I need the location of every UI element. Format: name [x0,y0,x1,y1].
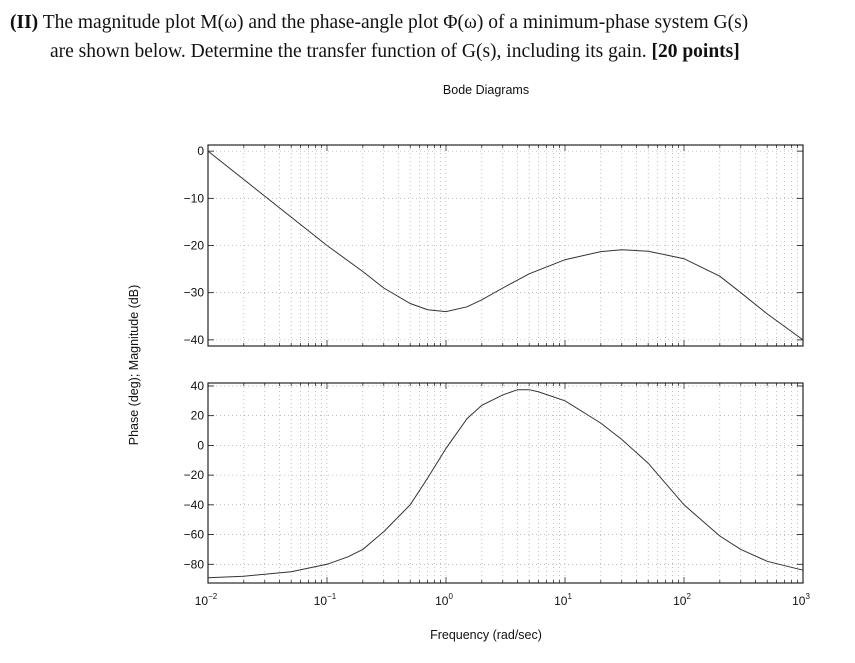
x-tick-base: 10 [673,594,687,608]
y-tick-label: −10 [184,191,205,205]
x-tick-base: 10 [195,594,209,608]
y-tick-label: −20 [184,468,205,482]
x-tick-exponent: 2 [686,592,691,601]
y-tick-label: 40 [191,379,205,393]
question-points: [20 points] [651,41,740,62]
x-tick-label: 102 [673,592,691,608]
x-tick-label: 10−1 [314,592,337,608]
magnitude-plot: 0 −10 −20 −30 −40 [184,144,804,347]
x-tick-label: 101 [554,592,572,608]
y-tick-label: −40 [184,498,205,512]
axes-box [207,382,804,584]
question-line-1: (II) The magnitude plot M(ω) and the pha… [10,12,748,34]
x-tick-exponent: 3 [805,592,810,601]
x-tick-exponent: 0 [448,592,453,601]
y-tick-label: −40 [184,333,205,347]
axes-box [207,144,804,347]
y-tick-label: 0 [197,438,204,452]
question-text-1: The magnitude plot M(ω) and the phase-an… [42,12,749,33]
x-tick-exponent: −2 [208,592,218,601]
y-tick-label: 0 [197,144,204,158]
y-tick-label: −80 [184,557,205,571]
x-tick-label: 100 [435,592,453,608]
y-tick-label: −60 [184,528,205,542]
y-tick-label: 20 [191,409,205,423]
y-tick-label: −20 [184,239,205,253]
question-line-2: are shown below. Determine the transfer … [50,41,740,63]
x-tick-base: 10 [792,594,806,608]
y-tick-label: −30 [184,286,205,300]
y-axis-label: Phase (deg); Magnitude (dB) [127,285,141,446]
phase-curve [207,389,804,579]
question-text-2: are shown below. Determine the transfer … [50,41,647,62]
chart-title: Bode Diagrams [443,83,529,97]
x-tick-label: 103 [792,592,810,608]
magnitude-curve [207,150,804,341]
x-tick-exponent: −1 [327,592,337,601]
x-tick-exponent: 1 [567,592,572,601]
x-tick-label: 10−2 [195,592,218,608]
x-axis-label: Frequency (rad/sec) [430,628,542,642]
question-number: (II) [10,12,39,33]
x-tick-base: 10 [314,594,328,608]
x-tick-base: 10 [435,594,449,608]
x-tick-base: 10 [554,594,568,608]
